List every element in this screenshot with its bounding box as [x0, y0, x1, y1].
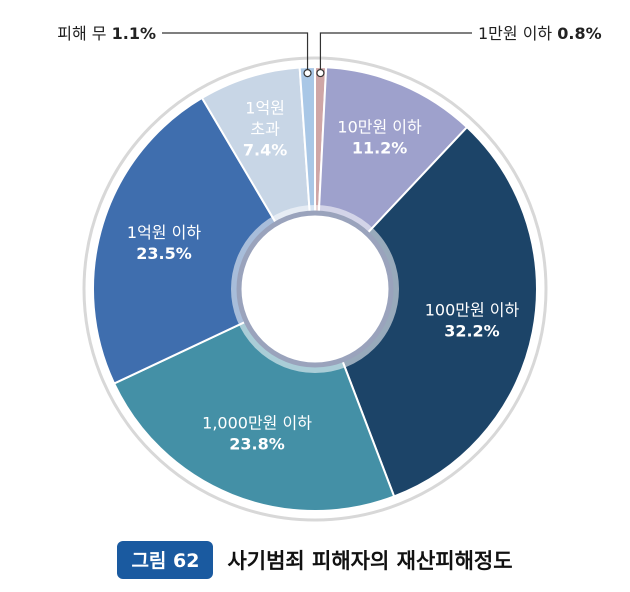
figure-title: 사기범죄 피해자의 재산피해정도 [227, 549, 513, 573]
callout-line [319, 32, 472, 74]
slice-value-label: 11.2% [352, 139, 408, 158]
inner-highlight-ring [231, 205, 399, 373]
callout-label: 1만원 이하 0.8% [478, 24, 602, 43]
slice-category-label: 10만원 이하 [337, 118, 422, 137]
callout-marker [303, 69, 312, 78]
outer-ring [82, 56, 548, 522]
slice-category-label: 1억원 [245, 99, 285, 118]
callout-marker [316, 68, 325, 78]
callout-6: 피해 무 1.1% [57, 24, 312, 78]
callout-label: 피해 무 1.1% [57, 24, 156, 43]
slice-category-label: 초과 [250, 120, 280, 139]
figure-number-badge: 그림 62 [117, 541, 214, 579]
donut-center [236, 210, 394, 368]
slice-value-label: 23.8% [229, 434, 285, 453]
slice-value-label: 32.2% [444, 321, 500, 340]
slice-value-label: 7.4% [243, 141, 287, 160]
callout-line [162, 32, 309, 74]
slice-value-label: 23.5% [136, 244, 192, 263]
slice-category-label: 1,000만원 이하 [202, 413, 312, 432]
callout-0: 1만원 이하 0.8% [316, 24, 602, 78]
donut-chart: 10만원 이하 11.2% 100만원 이하 32.2% 1,000만원 이하 23.8%… [57, 24, 602, 522]
slice-category-label: 1억원 이하 [127, 223, 201, 242]
figure-caption: 그림 62 사기범죄 피해자의 재산피해정도 [0, 538, 630, 582]
slice-category-label: 100만원 이하 [425, 300, 520, 319]
